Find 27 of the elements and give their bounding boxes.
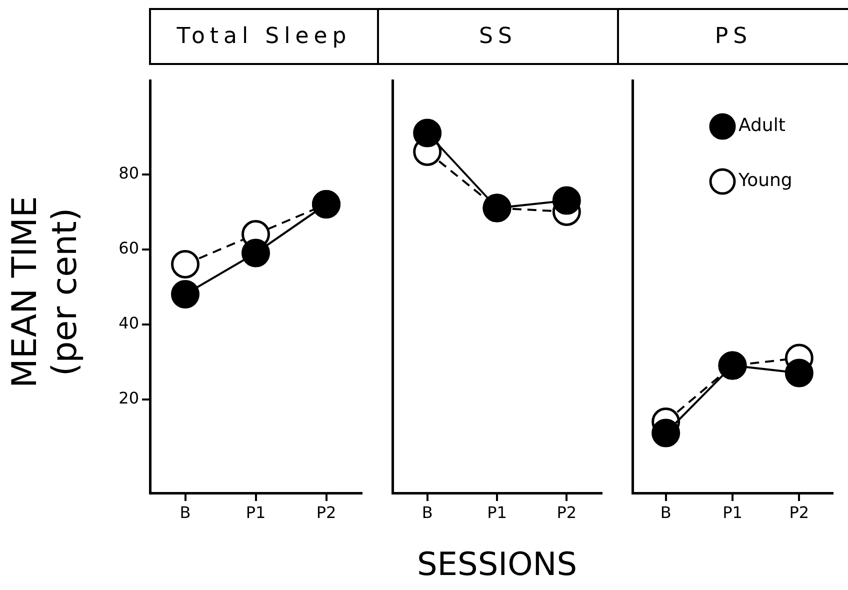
point — [652, 418, 680, 448]
point — [171, 280, 200, 308]
x-tick-label: P2 — [316, 502, 336, 522]
x-tick-label: B — [180, 502, 191, 522]
x-tick-label: P1 — [487, 502, 507, 522]
y-tick-label: 80 — [118, 163, 139, 182]
point — [552, 186, 581, 215]
legend-label: Young — [738, 170, 792, 192]
point — [242, 238, 270, 268]
y-tick-label: 60 — [118, 238, 139, 258]
y-tick-label: 20 — [118, 388, 139, 408]
point — [413, 118, 442, 148]
y-axis-title: MEAN TIME (per cent) — [5, 195, 85, 390]
chart-title: SS — [377, 8, 619, 65]
x-tick-label: P2 — [556, 502, 577, 522]
point — [784, 358, 814, 388]
x-axis-title: SESSIONS — [416, 545, 578, 584]
x-tick-label: P1 — [246, 502, 266, 522]
y-tick-label: 40 — [118, 313, 139, 332]
chart-title: PS — [617, 8, 848, 65]
x-tick-label: P1 — [722, 502, 742, 522]
chart-title: Total Sleep — [149, 8, 379, 65]
point — [171, 250, 200, 278]
x-tick-label: B — [422, 502, 433, 522]
legend-label: Adult — [738, 115, 786, 136]
x-tick-label: P2 — [789, 502, 810, 522]
x-tick-label: B — [660, 502, 672, 522]
